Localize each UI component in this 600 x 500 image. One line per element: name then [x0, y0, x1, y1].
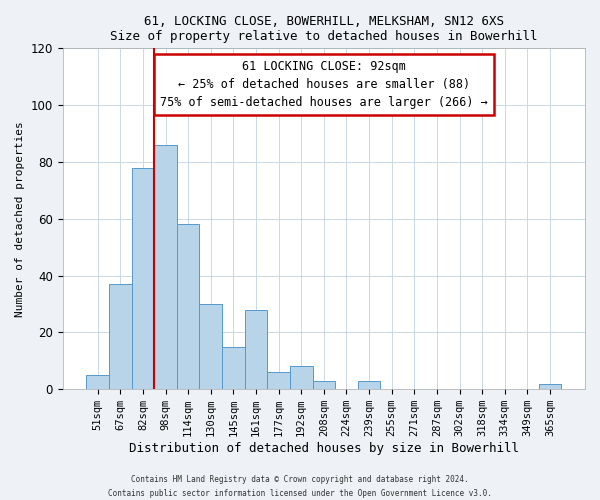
Text: 61 LOCKING CLOSE: 92sqm
← 25% of detached houses are smaller (88)
75% of semi-de: 61 LOCKING CLOSE: 92sqm ← 25% of detache… — [160, 60, 488, 110]
Title: 61, LOCKING CLOSE, BOWERHILL, MELKSHAM, SN12 6XS
Size of property relative to de: 61, LOCKING CLOSE, BOWERHILL, MELKSHAM, … — [110, 15, 538, 43]
Bar — [109, 284, 131, 389]
Bar — [358, 380, 380, 389]
Y-axis label: Number of detached properties: Number of detached properties — [15, 121, 25, 316]
Bar — [177, 224, 199, 389]
Bar — [290, 366, 313, 389]
Bar — [313, 380, 335, 389]
Bar — [86, 375, 109, 389]
Bar — [154, 145, 177, 389]
Bar — [199, 304, 222, 389]
Bar — [267, 372, 290, 389]
X-axis label: Distribution of detached houses by size in Bowerhill: Distribution of detached houses by size … — [129, 442, 519, 455]
Bar — [222, 346, 245, 389]
Bar — [539, 384, 561, 389]
Text: Contains HM Land Registry data © Crown copyright and database right 2024.
Contai: Contains HM Land Registry data © Crown c… — [108, 476, 492, 498]
Bar — [245, 310, 267, 389]
Bar — [131, 168, 154, 389]
